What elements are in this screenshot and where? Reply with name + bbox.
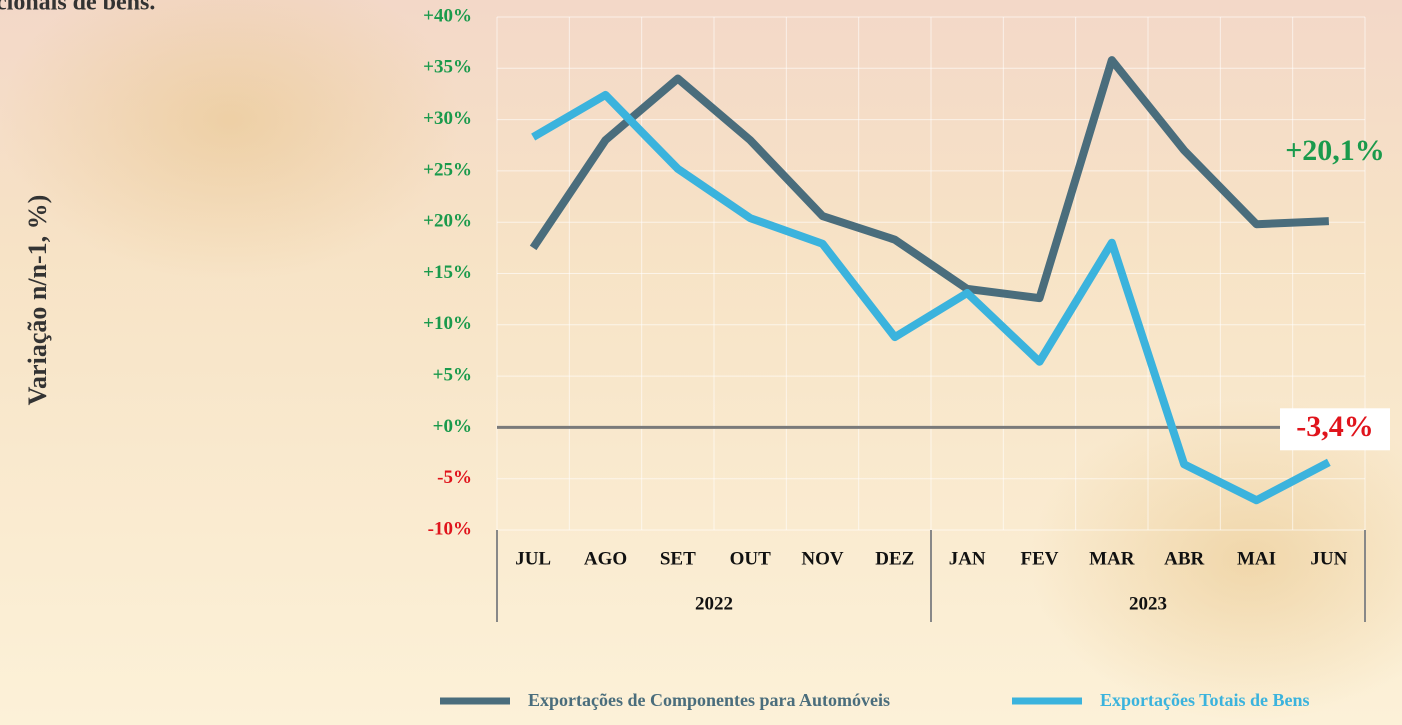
x-tick-label: MAR xyxy=(1089,548,1135,569)
page: cionais de bens. Variação n/n-1, %) -10%… xyxy=(0,0,1402,725)
chart: cionais de bens. Variação n/n-1, %) -10%… xyxy=(0,0,1402,725)
y-tick-label: +25% xyxy=(423,159,472,180)
x-tick-label: JAN xyxy=(949,548,986,569)
x-tick-label: AGO xyxy=(584,548,627,569)
header-fragment: cionais de bens. xyxy=(0,0,155,16)
x-group-label: 2023 xyxy=(1129,593,1167,614)
y-tick-label: -5% xyxy=(437,467,472,488)
y-tick-label: +0% xyxy=(433,416,472,437)
y-tick-label: -10% xyxy=(428,518,472,539)
y-tick-label: +5% xyxy=(433,364,472,385)
y-tick-label: +30% xyxy=(423,108,472,129)
x-tick-label: DEZ xyxy=(875,548,914,569)
y-tick-label: +10% xyxy=(423,313,472,334)
x-tick-label: ABR xyxy=(1164,548,1204,569)
legend-label: Exportações Totais de Bens xyxy=(1100,690,1310,710)
y-tick-label: +20% xyxy=(423,211,472,232)
y-tick-label: +40% xyxy=(423,5,472,26)
x-tick-label: SET xyxy=(660,548,696,569)
x-tick-label: JUL xyxy=(515,548,551,569)
annotation: +20,1% xyxy=(1285,134,1385,167)
x-group-label: 2022 xyxy=(695,593,733,614)
x-tick-label: OUT xyxy=(730,548,772,569)
y-tick-label: +15% xyxy=(423,262,472,283)
x-tick-label: MAI xyxy=(1237,548,1276,569)
legend-label: Exportações de Componentes para Automóve… xyxy=(528,690,890,710)
x-tick-label: FEV xyxy=(1021,548,1059,569)
y-axis-label: Variação n/n-1, %) xyxy=(23,195,52,406)
x-tick-label: NOV xyxy=(801,548,844,569)
x-tick-label: JUN xyxy=(1310,548,1347,569)
y-tick-label: +35% xyxy=(423,57,472,78)
annotation: -3,4% xyxy=(1296,410,1374,443)
